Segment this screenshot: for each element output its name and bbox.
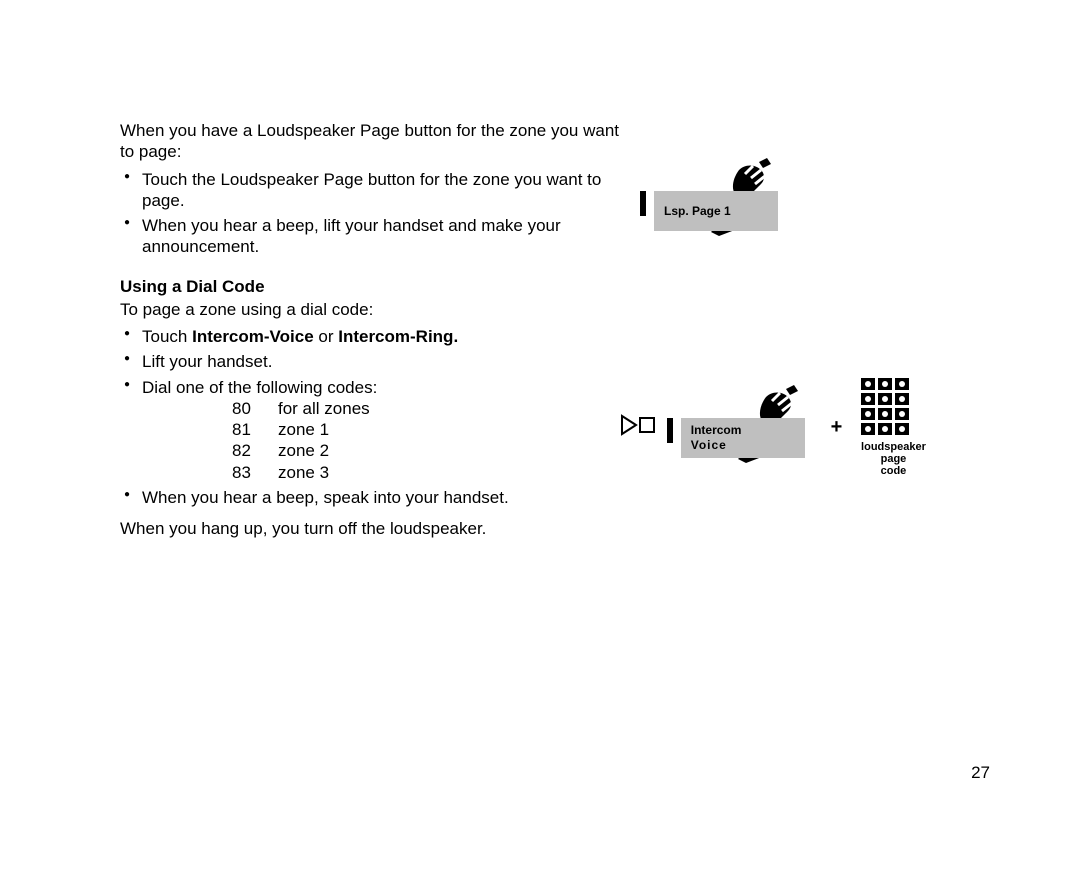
dial-bullets: Touch Intercom-Voice or Intercom-Ring. L… (120, 326, 620, 508)
intercom-label-2: Voice (691, 438, 742, 453)
code-3: 83 (232, 462, 278, 483)
code-row: 81zone 1 (232, 419, 620, 440)
intro-bullets: Touch the Loudspeaker Page button for th… (120, 169, 620, 258)
code-2-label: zone 2 (278, 440, 329, 461)
intro-paragraph: When you have a Loudspeaker Page button … (120, 120, 620, 163)
keypad-label-1: loudspeaker (861, 441, 926, 453)
dial-intro: To page a zone using a dial code: (120, 299, 620, 320)
figure-lsp-page: Lsp. Page 1 + (640, 158, 1040, 248)
dial-b3-text: Dial one of the following codes: (142, 378, 377, 397)
code-row: 82zone 2 (232, 440, 620, 461)
intro-bullet-2: When you hear a beep, lift your handset … (142, 215, 620, 258)
code-2: 82 (232, 440, 278, 461)
dial-bullet-4: When you hear a beep, speak into your ha… (142, 487, 620, 508)
page-number: 27 (971, 762, 990, 783)
code-3-label: zone 3 (278, 462, 329, 483)
code-1-label: zone 1 (278, 419, 329, 440)
code-row: 80for all zones (232, 398, 620, 419)
keypad-label-3: code (861, 465, 926, 477)
code-0-label: for all zones (278, 398, 370, 419)
indicator-icon (620, 414, 656, 441)
dial-outro: When you hang up, you turn off the louds… (120, 518, 620, 539)
dial-bullet-3: Dial one of the following codes: 80for a… (142, 377, 620, 483)
dial-code-heading: Using a Dial Code (120, 276, 620, 297)
code-0: 80 (232, 398, 278, 419)
figure-intercom: Intercom Voice + + (620, 378, 1040, 488)
code-row: 83zone 3 (232, 462, 620, 483)
keypad-icon: loudspeaker page code (861, 378, 926, 477)
dial-codes: 80for all zones 81zone 1 82zone 2 83zone… (232, 398, 620, 483)
intercom-voice-button-label: Intercom Voice (681, 418, 805, 458)
dial-bullet-1: Touch Intercom-Voice or Intercom-Ring. (142, 326, 620, 347)
dial-b1-bold1: Intercom-Voice (192, 327, 314, 346)
lsp-page-button-label: Lsp. Page 1 (654, 191, 778, 231)
intercom-label-1: Intercom (691, 423, 742, 437)
lsp-page-button-icon: Lsp. Page 1 (640, 190, 646, 211)
dial-b1-bold2: Intercom-Ring. (338, 327, 458, 346)
keypad-label-2: page (861, 453, 926, 465)
dial-b1-pre: Touch (142, 327, 192, 346)
text-column: When you have a Loudspeaker Page button … (120, 120, 620, 539)
intro-bullet-1: Touch the Loudspeaker Page button for th… (142, 169, 620, 212)
dial-bullet-2: Lift your handset. (142, 351, 620, 372)
intercom-voice-button-icon: Intercom Voice (667, 417, 673, 438)
keypad-label: loudspeaker page code (861, 441, 926, 477)
dial-b1-mid: or (314, 327, 339, 346)
code-1: 81 (232, 419, 278, 440)
manual-page: When you have a Loudspeaker Page button … (0, 0, 1080, 882)
plus-icon: + (831, 415, 843, 440)
